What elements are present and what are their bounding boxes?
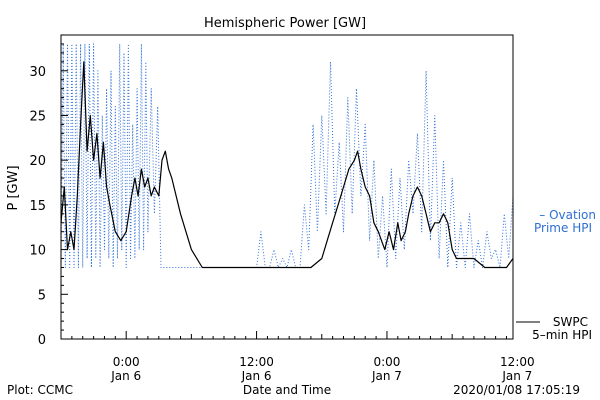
y-axis: 0 5 10 15 20 25 30 — [29, 43, 68, 348]
series-line-ovation-prime-hpi — [61, 43, 513, 268]
x-tick-date-label: Jan 6 — [241, 369, 272, 383]
x-axis-title: Date and Time — [243, 383, 331, 397]
legend-swpc-label-line1: SWPC — [553, 315, 588, 329]
series-layer — [61, 43, 513, 269]
legend-ovation-label-line2: Prime HPI — [534, 221, 592, 235]
y-tick-label: 5 — [38, 288, 46, 303]
plot-frame — [60, 34, 514, 340]
x-tick-time-label: 0:00 — [113, 355, 140, 369]
legend-swpc-label-line2: 5–min HPI — [532, 328, 592, 342]
y-tick-label: 15 — [29, 199, 46, 214]
y-tick-label: 0 — [38, 333, 46, 348]
y-tick-label: 30 — [29, 65, 46, 80]
x-tick-date-label: Jan 6 — [110, 369, 141, 383]
footer-plot-credit: Plot: CCMC — [7, 383, 73, 397]
footer-timestamp: 2020/01/08 17:05:19 — [453, 383, 580, 397]
y-tick-label: 20 — [29, 154, 46, 169]
legend-ovation-label-line1: – Ovation — [539, 208, 596, 222]
x-tick-time-label: 0:00 — [373, 355, 400, 369]
x-tick-date-label: Jan 7 — [371, 369, 402, 383]
x-tick-date-label: Jan 7 — [501, 369, 532, 383]
x-tick-time-label: 12:00 — [239, 355, 274, 369]
y-tick-label: 10 — [29, 244, 46, 259]
series-line-swpc-5-min-hpi — [61, 61, 513, 269]
chart-title: Hemispheric Power [GW] — [204, 16, 366, 31]
y-axis-label: P [GW] — [6, 165, 21, 210]
x-tick-time-label: 12:00 — [500, 355, 535, 369]
y-tick-label: 25 — [29, 109, 46, 124]
